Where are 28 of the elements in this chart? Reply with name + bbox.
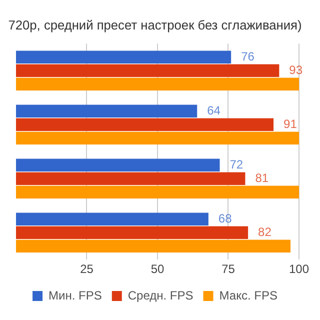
data-label: 76 xyxy=(241,49,255,64)
bar xyxy=(16,172,246,186)
x-tick-label: 75 xyxy=(222,262,236,276)
bar xyxy=(16,226,248,240)
legend-label: Средн. FPS xyxy=(128,288,194,302)
data-label: 64 xyxy=(207,103,221,118)
bar xyxy=(16,186,299,199)
bar xyxy=(16,78,299,91)
bar xyxy=(16,64,280,78)
data-label: 91 xyxy=(284,116,298,131)
data-label: 81 xyxy=(255,170,269,185)
bar xyxy=(16,240,290,253)
x-tick-label: 100 xyxy=(288,262,310,276)
bar xyxy=(16,118,274,132)
legend-label: Мин. FPS xyxy=(48,288,102,302)
bar xyxy=(16,212,208,226)
data-label: 72 xyxy=(230,157,244,172)
bar xyxy=(16,158,220,172)
x-tick-label: 25 xyxy=(80,262,94,276)
data-label: 82 xyxy=(258,224,272,239)
data-label: 68 xyxy=(218,211,232,226)
bar xyxy=(16,132,299,145)
bar xyxy=(16,104,198,118)
chart-title: 720p, средний пресет настроек без сглаживания) xyxy=(8,17,302,32)
data-label: 93 xyxy=(289,62,303,77)
bar xyxy=(16,50,232,64)
x-tick-label: 50 xyxy=(150,262,164,276)
legend-label: Макс. FPS xyxy=(219,288,278,302)
